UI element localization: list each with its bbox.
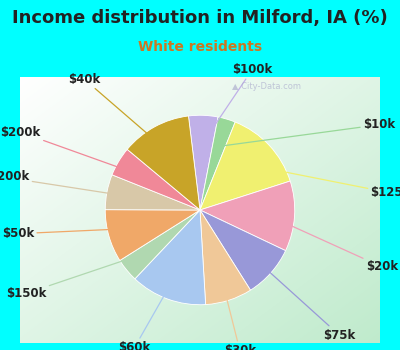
Wedge shape [105, 175, 200, 210]
Text: White residents: White residents [138, 40, 262, 54]
Wedge shape [112, 149, 200, 210]
Text: ▲ City-Data.com: ▲ City-Data.com [232, 82, 301, 91]
Wedge shape [105, 210, 200, 260]
Text: $10k: $10k [222, 118, 395, 146]
Text: $75k: $75k [252, 256, 356, 342]
Wedge shape [127, 116, 200, 210]
Text: > $200k: > $200k [0, 170, 132, 197]
Wedge shape [200, 122, 290, 210]
Wedge shape [200, 210, 250, 304]
Wedge shape [200, 210, 286, 290]
Wedge shape [200, 117, 235, 210]
Text: Income distribution in Milford, IA (%): Income distribution in Milford, IA (%) [12, 9, 388, 27]
Wedge shape [135, 210, 206, 305]
Text: $100k: $100k [204, 63, 272, 141]
Text: $60k: $60k [118, 275, 176, 350]
Text: $200k: $200k [0, 126, 140, 175]
Text: $40k: $40k [68, 73, 166, 150]
Text: $20k: $20k [269, 216, 398, 273]
Wedge shape [200, 181, 295, 251]
Text: $30k: $30k [221, 276, 256, 350]
Text: $125k: $125k [251, 165, 400, 199]
Wedge shape [188, 115, 218, 210]
Text: $150k: $150k [6, 253, 146, 300]
Text: $50k: $50k [2, 227, 134, 240]
Wedge shape [120, 210, 200, 279]
